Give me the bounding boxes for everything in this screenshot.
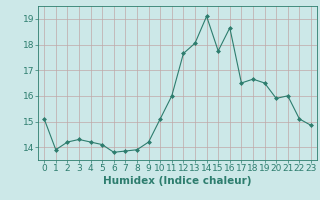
X-axis label: Humidex (Indice chaleur): Humidex (Indice chaleur) bbox=[103, 176, 252, 186]
